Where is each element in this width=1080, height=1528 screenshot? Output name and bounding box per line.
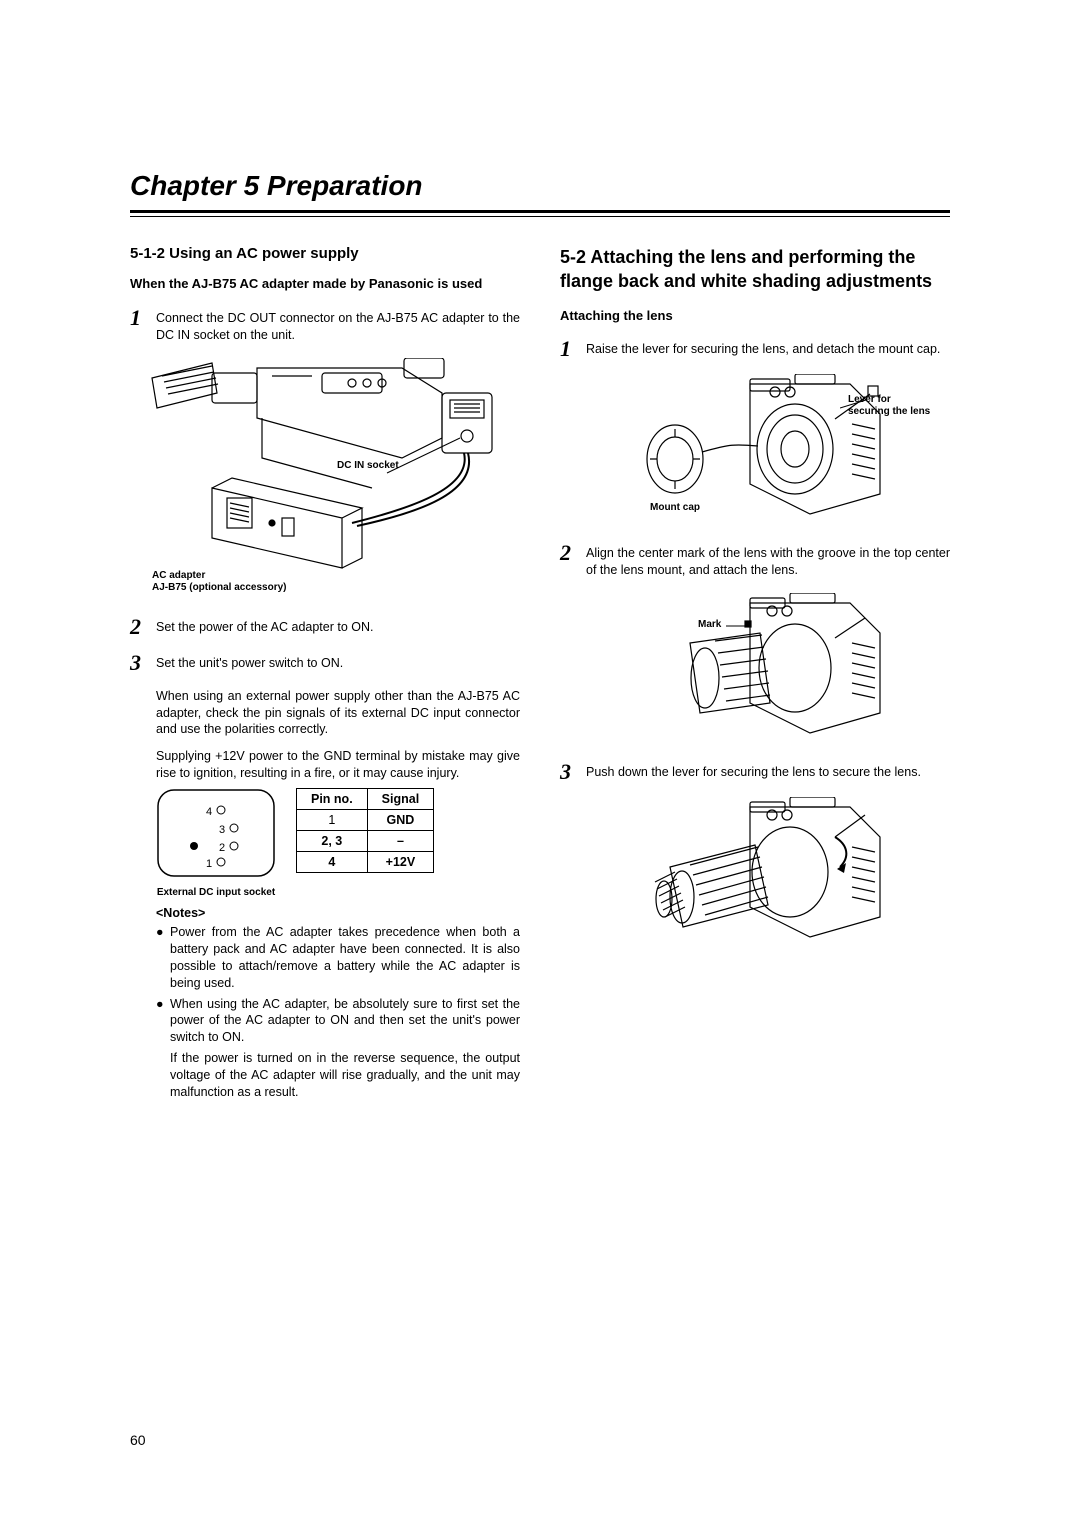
right-step-2: 2 Align the center mark of the lens with… (560, 542, 950, 579)
bullet-dot: ● (156, 924, 164, 992)
bullet-dot: ● (156, 996, 164, 1047)
table-row: 4 +12V (297, 852, 434, 873)
step-text: Set the power of the AC adapter to ON. (156, 616, 520, 638)
pin-header-signal: Signal (367, 789, 434, 810)
left-para-2: Supplying +12V power to the GND terminal… (156, 748, 520, 782)
mount-cap-label: Mount cap (650, 502, 700, 514)
right-sub-bold: Attaching the lens (560, 308, 950, 325)
step-number: 1 (560, 338, 578, 360)
mark-label: Mark (698, 619, 721, 631)
ac-adapter-label-1: AC adapter (152, 570, 205, 582)
pin-cell: 1 (297, 810, 368, 831)
step-text: Connect the DC OUT connector on the AJ-B… (156, 307, 520, 344)
socket-caption: External DC input socket (156, 887, 276, 898)
step-number: 2 (130, 616, 148, 638)
right-section-heading: 5-2 Attaching the lens and performing th… (560, 245, 950, 294)
left-sub-heading: 5-1-2 Using an AC power supply (130, 245, 520, 262)
svg-text:3: 3 (219, 824, 225, 836)
table-row: 2, 3 – (297, 831, 434, 852)
left-column: 5-1-2 Using an AC power supply When the … (130, 245, 520, 1111)
content-columns: 5-1-2 Using an AC power supply When the … (130, 245, 950, 1111)
pin-cell: – (367, 831, 434, 852)
figure-align-mark: Mark (650, 593, 950, 743)
step-text: Align the center mark of the lens with t… (586, 542, 950, 579)
note-bullet-1: ● Power from the AC adapter takes preced… (156, 924, 520, 992)
ac-adapter-label-2: AJ-B75 (optional accessory) (152, 582, 287, 594)
pin-table: Pin no. Signal 1 GND 2, 3 – 4 +12V (296, 788, 434, 873)
title-rule-thin (130, 216, 950, 217)
chapter-title: Chapter 5 Preparation (130, 170, 950, 202)
step-text: Raise the lever for securing the lens, a… (586, 338, 950, 360)
right-column: 5-2 Attaching the lens and performing th… (560, 245, 950, 1111)
left-step-2: 2 Set the power of the AC adapter to ON. (130, 616, 520, 638)
left-step-3: 3 Set the unit's power switch to ON. (130, 652, 520, 674)
notes-heading: <Notes> (156, 906, 520, 920)
figure-secure-lever (640, 797, 950, 947)
note-text: When using the AC adapter, be absolutely… (170, 996, 520, 1047)
step-number: 2 (560, 542, 578, 579)
left-sub-bold: When the AJ-B75 AC adapter made by Panas… (130, 276, 520, 293)
figure-camera-adapter: DC IN socket AC adapter AJ-B75 (optional… (142, 358, 520, 588)
dc-in-label: DC IN socket (337, 460, 399, 472)
pin-cell: +12V (367, 852, 434, 873)
left-step-1: 1 Connect the DC OUT connector on the AJ… (130, 307, 520, 344)
svg-text:2: 2 (219, 842, 225, 854)
title-rule-thick (130, 210, 950, 213)
table-row: 1 GND (297, 810, 434, 831)
pin-header-no: Pin no. (297, 789, 368, 810)
figure-mount-cap: Lever for securing the lens Mount cap (620, 374, 950, 524)
right-step-3: 3 Push down the lever for securing the l… (560, 761, 950, 783)
pin-socket-figure: 4 3 2 1 External DC input socket Pin no.… (156, 788, 520, 898)
step-number: 3 (130, 652, 148, 674)
pin-cell: 4 (297, 852, 368, 873)
note-bullet-2: ● When using the AC adapter, be absolute… (156, 996, 520, 1047)
note-text: Power from the AC adapter takes preceden… (170, 924, 520, 992)
step-number: 3 (560, 761, 578, 783)
step-text: Push down the lever for securing the len… (586, 761, 950, 783)
table-row: Pin no. Signal (297, 789, 434, 810)
left-para-1: When using an external power supply othe… (156, 688, 520, 739)
page-number: 60 (130, 1432, 146, 1448)
svg-text:4: 4 (206, 806, 212, 818)
svg-text:1: 1 (206, 858, 212, 870)
step-number: 1 (130, 307, 148, 344)
pin-cell: GND (367, 810, 434, 831)
note-continuation: If the power is turned on in the reverse… (170, 1050, 520, 1101)
step-text: Set the unit's power switch to ON. (156, 652, 520, 674)
right-step-1: 1 Raise the lever for securing the lens,… (560, 338, 950, 360)
pin-cell: 2, 3 (297, 831, 368, 852)
